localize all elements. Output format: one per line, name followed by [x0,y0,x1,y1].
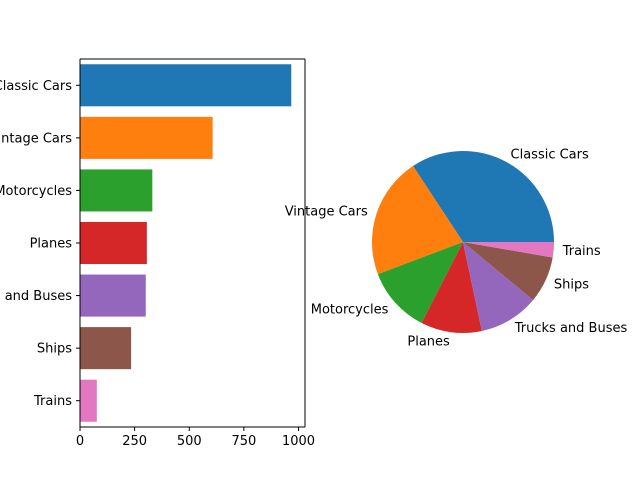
pie-label-motorcycles: Motorcycles [311,302,389,317]
pie-slice-ships [463,242,553,301]
pie-slice-classic-cars [413,150,554,242]
y-tick-label-classic-cars: Classic Cars [0,79,72,94]
y-tick-label-trains: Trains [33,394,72,409]
x-tick-label: 0 [76,434,84,449]
x-tick-label: 1000 [282,434,315,449]
bar-motorcycles [80,169,153,212]
bar-trucks-and-buses [80,274,146,317]
pie-label-ships: Ships [554,277,589,292]
x-tick-label: 250 [122,434,147,449]
pie-slice-labels: Classic Cars Vintage Cars Motorcycles Plane… [285,147,628,349]
pie-label-trains: Trains [562,244,601,259]
bar-chart: Classic Cars Vintage Cars Motorcycles Plane… [0,58,315,449]
pie-slice-vintage-cars [372,165,463,275]
pie-label-trucks-and-buses: Trucks and Buses [514,321,628,336]
bar-ships [80,327,132,370]
bar-axes-frame [79,58,306,428]
bar-classic-cars [80,64,292,107]
bar-series [80,64,292,422]
x-tick-label: 750 [231,434,256,449]
bar-planes [80,221,147,265]
pie-chart: Classic Cars Vintage Cars Motorcycles Plane… [285,147,628,349]
bar-trains [80,379,97,422]
pie-label-classic-cars: Classic Cars [511,147,589,162]
y-tick-label-motorcycles: Motorcycles [0,184,72,199]
y-tick-label-vintage-cars: Vintage Cars [0,131,72,146]
bar-x-axis-ticks: 0 250 500 750 1000 [76,427,315,449]
pie-slice-trains [463,242,554,258]
pie-slices [372,150,554,333]
pie-slice-motorcycles [377,242,463,324]
bar-category-labels: Classic Cars Vintage Cars Motorcycles Plane… [0,79,80,409]
pie-slice-trucks-and-buses [463,242,534,332]
pie-label-planes: Planes [407,335,450,350]
y-tick-label-trucks-and-buses: and Buses [5,289,73,304]
x-tick-label: 500 [177,434,202,449]
pie-slice-planes [421,242,482,333]
y-tick-label-ships: Ships [37,342,72,357]
y-tick-label-planes: Planes [30,237,73,252]
pie-label-vintage-cars: Vintage Cars [285,205,368,220]
bar-vintage-cars [80,116,213,159]
